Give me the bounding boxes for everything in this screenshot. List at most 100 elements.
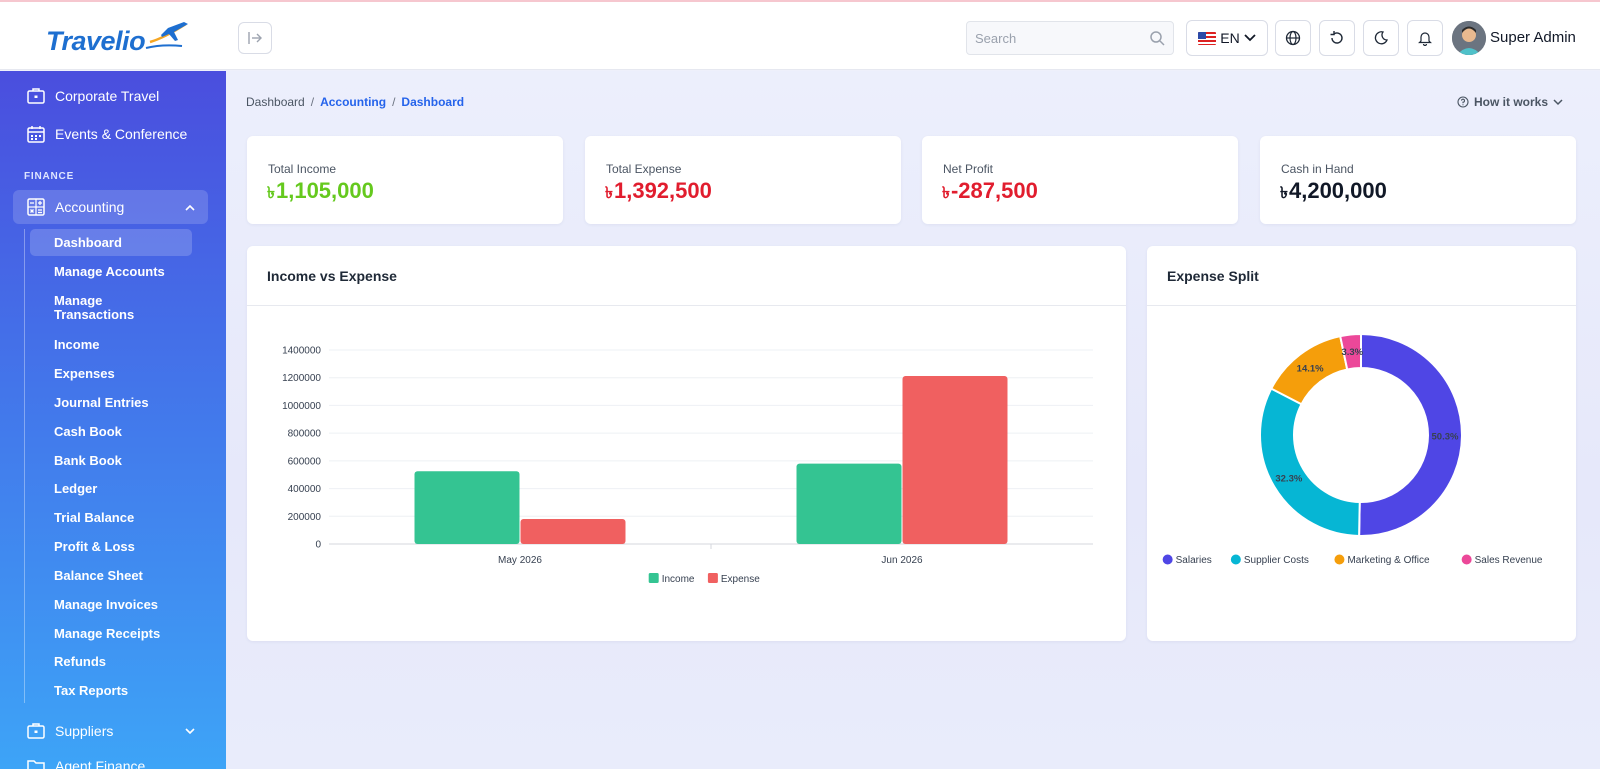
- sidebar-subitem-manage-receipts[interactable]: Manage Receipts: [54, 626, 161, 641]
- income-vs-expense-panel: Income vs Expense 0 200000 400000 600000 800…: [247, 246, 1126, 641]
- sidebar-subitem-expenses[interactable]: Expenses: [54, 366, 115, 381]
- refresh-icon: [1330, 31, 1343, 44]
- sidebar-subitem-refunds[interactable]: Refunds: [54, 654, 106, 669]
- refresh-button[interactable]: [1319, 20, 1355, 56]
- briefcase-icon: [27, 88, 45, 104]
- panel-divider: [247, 305, 1126, 306]
- stat-card-total-expense: Total Expense ৳1,392,500: [585, 136, 901, 224]
- calendar-icon: [27, 126, 45, 143]
- language-selector[interactable]: EN: [1186, 20, 1268, 56]
- us-flag-icon: [1198, 31, 1217, 45]
- sidebar-item-accounting[interactable]: Accounting: [0, 189, 226, 225]
- bar-expense-1[interactable]: [520, 519, 626, 544]
- stat-value: ৳1,105,000: [267, 178, 374, 207]
- panel-title: Income vs Expense: [267, 268, 397, 284]
- legend-swatch: [1461, 554, 1472, 565]
- top-bar: Travelio EN: [0, 2, 1600, 70]
- sidebar-subitem-profit-loss[interactable]: Profit & Loss: [54, 539, 135, 554]
- x-tick-label: Jun 2026: [881, 555, 923, 566]
- bar-income-2[interactable]: [796, 463, 902, 544]
- sidebar-subitem-dashboard[interactable]: Dashboard: [54, 235, 122, 250]
- legend-label[interactable]: Income: [662, 574, 695, 585]
- briefcase-icon: [27, 723, 45, 739]
- stat-card-cash-in-hand: Cash in Hand ৳4,200,000: [1260, 136, 1576, 224]
- breadcrumb-item[interactable]: Dashboard: [401, 95, 465, 109]
- notifications-button[interactable]: [1407, 20, 1443, 56]
- submenu-active-highlight: [30, 229, 192, 256]
- slice-label: 14.1%: [1297, 364, 1324, 375]
- sidebar-subitem-income[interactable]: Income: [54, 337, 100, 352]
- sidebar-subitem-balance-sheet[interactable]: Balance Sheet: [54, 568, 143, 583]
- legend-label[interactable]: Supplier Costs: [1244, 555, 1309, 566]
- x-tick-label: May 2026: [498, 555, 542, 566]
- logo[interactable]: Travelio: [46, 18, 188, 58]
- chevron-down-icon: [185, 727, 195, 734]
- sidebar-subitem-manage-transactions[interactable]: Manage Transactions: [54, 293, 135, 322]
- search-icon[interactable]: [1149, 30, 1165, 46]
- how-it-works-label: How it works: [1473, 95, 1548, 109]
- bar-expense-2[interactable]: [902, 375, 1008, 544]
- search-box: [966, 21, 1174, 55]
- globe-icon: [1285, 30, 1301, 46]
- theme-toggle-button[interactable]: [1363, 20, 1399, 56]
- legend-swatch: [707, 573, 718, 583]
- search-input[interactable]: [967, 22, 1147, 54]
- slice-sales-revenue[interactable]: [1339, 332, 1362, 371]
- globe-button[interactable]: [1275, 20, 1311, 56]
- y-tick-label: 200000: [288, 512, 322, 523]
- y-tick-label: 800000: [288, 429, 322, 440]
- sidebar-subitem-ledger[interactable]: Ledger: [54, 481, 98, 496]
- main-content: Dashboard / Accounting / Dashboard How i…: [226, 71, 1600, 769]
- panel-divider: [1147, 305, 1576, 306]
- legend-label[interactable]: Expense: [721, 574, 760, 585]
- stat-amount: 1,392,500: [613, 178, 712, 203]
- sidebar-item-suppliers[interactable]: Suppliers: [0, 713, 226, 749]
- sidebar-subitem-journal-entries[interactable]: Journal Entries: [54, 395, 149, 410]
- stat-value: ৳1,392,500: [605, 178, 712, 207]
- expense-split-panel: Expense Split 50.3% 32.3% 14.1% 3.3% Salarie…: [1147, 246, 1576, 641]
- sidebar-subitem-cash-book[interactable]: Cash Book: [54, 424, 122, 439]
- slice-salaries[interactable]: [1358, 332, 1463, 537]
- y-tick-label: 400000: [288, 484, 322, 495]
- sidebar-subitem-bank-book[interactable]: Bank Book: [54, 453, 122, 468]
- slice-supplier-costs[interactable]: [1259, 387, 1361, 538]
- airplane-icon: [145, 22, 188, 49]
- sidebar-subitem-manage-invoices[interactable]: Manage Invoices: [54, 597, 159, 612]
- stat-amount: 4,200,000: [1288, 178, 1387, 203]
- breadcrumb: Dashboard / Accounting / Dashboard: [246, 95, 464, 109]
- currency-symbol: ৳: [942, 185, 950, 202]
- sidebar-item-corporate-travel[interactable]: Corporate Travel: [0, 78, 226, 114]
- legend-label[interactable]: Sales Revenue: [1475, 555, 1543, 566]
- breadcrumb-item[interactable]: Accounting: [320, 95, 387, 109]
- breadcrumb-item[interactable]: Dashboard: [246, 95, 305, 109]
- panel-title: Expense Split: [1167, 268, 1259, 284]
- stat-amount: -287,500: [950, 178, 1038, 203]
- y-tick-label: 600000: [288, 456, 322, 467]
- stat-label: Net Profit: [943, 162, 994, 176]
- sidebar-item-events-conference[interactable]: Events & Conference: [0, 116, 226, 152]
- bar-income-1[interactable]: [414, 471, 520, 544]
- legend-label[interactable]: Salaries: [1176, 555, 1212, 566]
- currency-symbol: ৳: [1280, 185, 1288, 202]
- sidebar-subitem-tax-reports[interactable]: Tax Reports: [54, 683, 129, 698]
- sidebar-item-agent-finance[interactable]: Agent Finance: [0, 748, 226, 769]
- legend-swatch: [1162, 554, 1173, 565]
- sidebar-subitem-trial-balance[interactable]: Trial Balance: [54, 510, 135, 525]
- calculator-icon: [27, 198, 45, 216]
- chevron-down-icon: [1244, 34, 1256, 42]
- sidebar-toggle-button[interactable]: [238, 22, 272, 54]
- logo-text: Travelio: [46, 26, 146, 56]
- stat-label: Cash in Hand: [1281, 162, 1354, 176]
- sidebar-group-accounting[interactable]: [13, 190, 208, 224]
- slice-label: 50.3%: [1432, 431, 1459, 442]
- legend-label[interactable]: Marketing & Office: [1347, 555, 1430, 566]
- avatar[interactable]: [1452, 21, 1486, 55]
- sidebar-subitem-manage-accounts[interactable]: Manage Accounts: [54, 264, 165, 279]
- how-it-works-button[interactable]: How it works: [1457, 95, 1563, 109]
- stat-value: ৳4,200,000: [1280, 178, 1387, 207]
- income-expense-bar-chart: 0 200000 400000 600000 800000 1000000 1200000 1…: [282, 346, 1093, 585]
- user-name[interactable]: Super Admin: [1490, 29, 1576, 46]
- section-title-finance: FINANCE: [24, 171, 75, 182]
- sidebar-item-label: Agent Finance: [55, 758, 146, 769]
- user-avatar-icon: [1452, 21, 1486, 55]
